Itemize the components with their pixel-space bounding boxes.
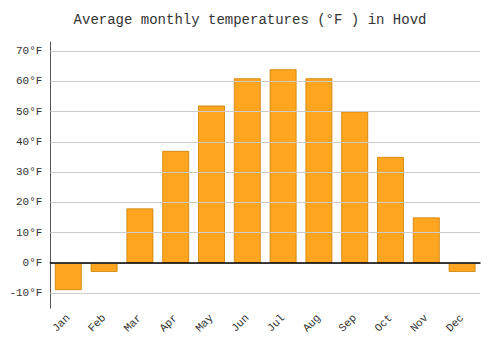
svg-text:Apr: Apr: [157, 312, 179, 334]
svg-text:60°F: 60°F: [16, 75, 42, 87]
svg-text:30°F: 30°F: [16, 166, 42, 178]
svg-text:Dec: Dec: [444, 312, 466, 334]
svg-text:20°F: 20°F: [16, 196, 42, 208]
svg-text:Average monthly temperatures (: Average monthly temperatures (°F ) in Ho…: [74, 12, 427, 28]
svg-text:May: May: [193, 312, 216, 335]
svg-text:Oct: Oct: [372, 312, 394, 334]
svg-text:Jul: Jul: [265, 312, 287, 334]
svg-text:10°F: 10°F: [16, 227, 42, 239]
svg-text:Aug: Aug: [301, 312, 323, 334]
svg-text:Mar: Mar: [122, 312, 144, 334]
svg-text:70°F: 70°F: [16, 45, 42, 57]
svg-text:40°F: 40°F: [16, 136, 42, 148]
svg-text:Nov: Nov: [408, 312, 431, 335]
svg-text:-10°F: -10°F: [9, 287, 42, 299]
svg-text:Feb: Feb: [86, 312, 108, 334]
svg-text:Sep: Sep: [336, 312, 358, 334]
svg-text:0°F: 0°F: [23, 257, 43, 269]
svg-text:50°F: 50°F: [16, 106, 42, 118]
svg-text:Jan: Jan: [50, 312, 72, 334]
svg-text:Jun: Jun: [229, 312, 251, 334]
